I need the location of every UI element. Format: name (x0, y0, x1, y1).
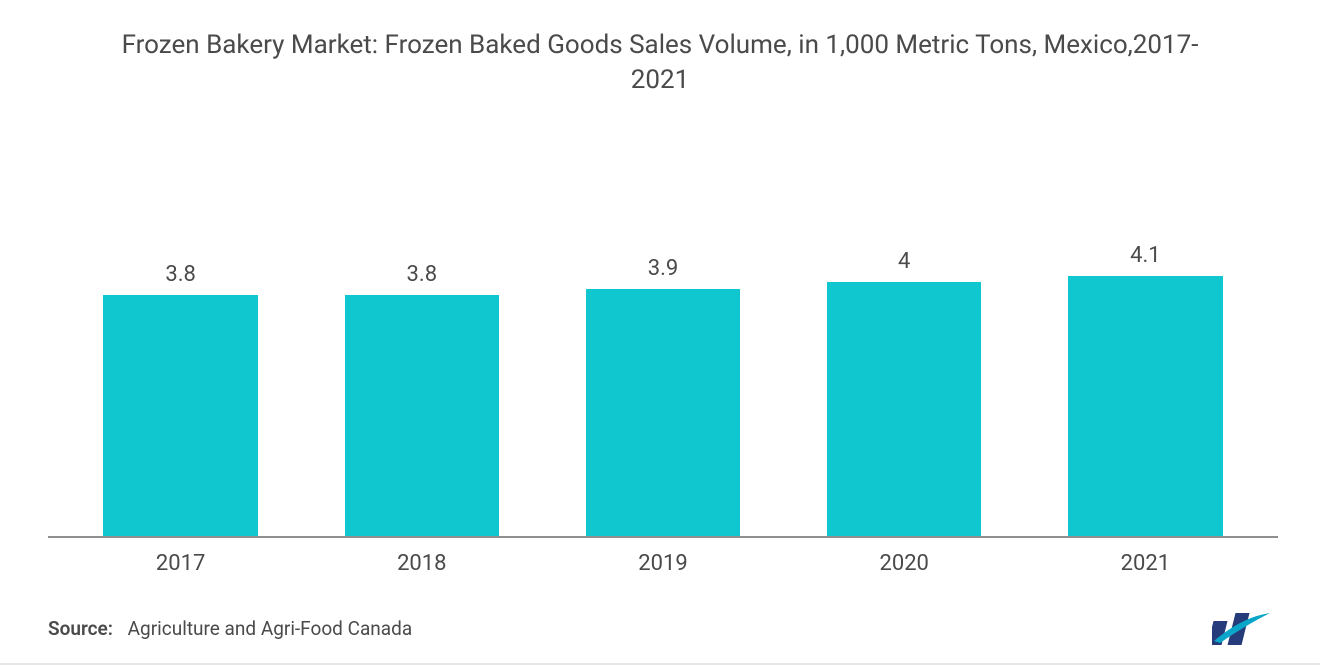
bar-group: 42020 (784, 158, 1025, 536)
source-text: Agriculture and Agri-Food Canada (128, 617, 413, 640)
bar-value-label: 4.1 (1130, 243, 1161, 268)
brand-logo (1212, 611, 1272, 645)
bar-value-label: 3.9 (648, 256, 679, 281)
bar-value-label: 3.8 (165, 262, 196, 287)
bar-category-label: 2018 (397, 551, 446, 576)
chart-title: Frozen Bakery Market: Frozen Baked Goods… (110, 28, 1210, 98)
bar (1068, 276, 1222, 536)
bar-category-label: 2021 (1121, 551, 1170, 576)
bar (345, 295, 499, 536)
chart-container: Frozen Bakery Market: Frozen Baked Goods… (0, 0, 1320, 665)
bar-value-label: 4 (898, 249, 910, 274)
bar-group: 3.92019 (542, 158, 783, 536)
bar-category-label: 2017 (156, 551, 205, 576)
bar-category-label: 2019 (638, 551, 687, 576)
chart-footer: Source: Agriculture and Agri-Food Canada (48, 611, 1272, 645)
source-line: Source: Agriculture and Agri-Food Canada (48, 617, 412, 640)
bar (586, 289, 740, 536)
bar-group: 3.82017 (60, 158, 301, 536)
plot-area: 3.820173.820183.92019420204.12021 (48, 158, 1278, 538)
bar (827, 282, 981, 536)
logo-icon (1212, 611, 1272, 645)
bar-group: 4.12021 (1025, 158, 1266, 536)
bar (103, 295, 257, 536)
bar-value-label: 3.8 (407, 262, 438, 287)
bar-group: 3.82018 (301, 158, 542, 536)
bar-category-label: 2020 (879, 551, 928, 576)
source-label: Source: (48, 617, 113, 640)
